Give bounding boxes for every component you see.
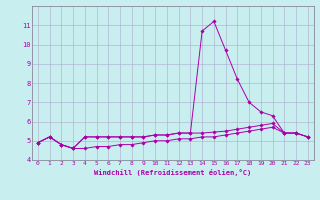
X-axis label: Windchill (Refroidissement éolien,°C): Windchill (Refroidissement éolien,°C) [94,169,252,176]
